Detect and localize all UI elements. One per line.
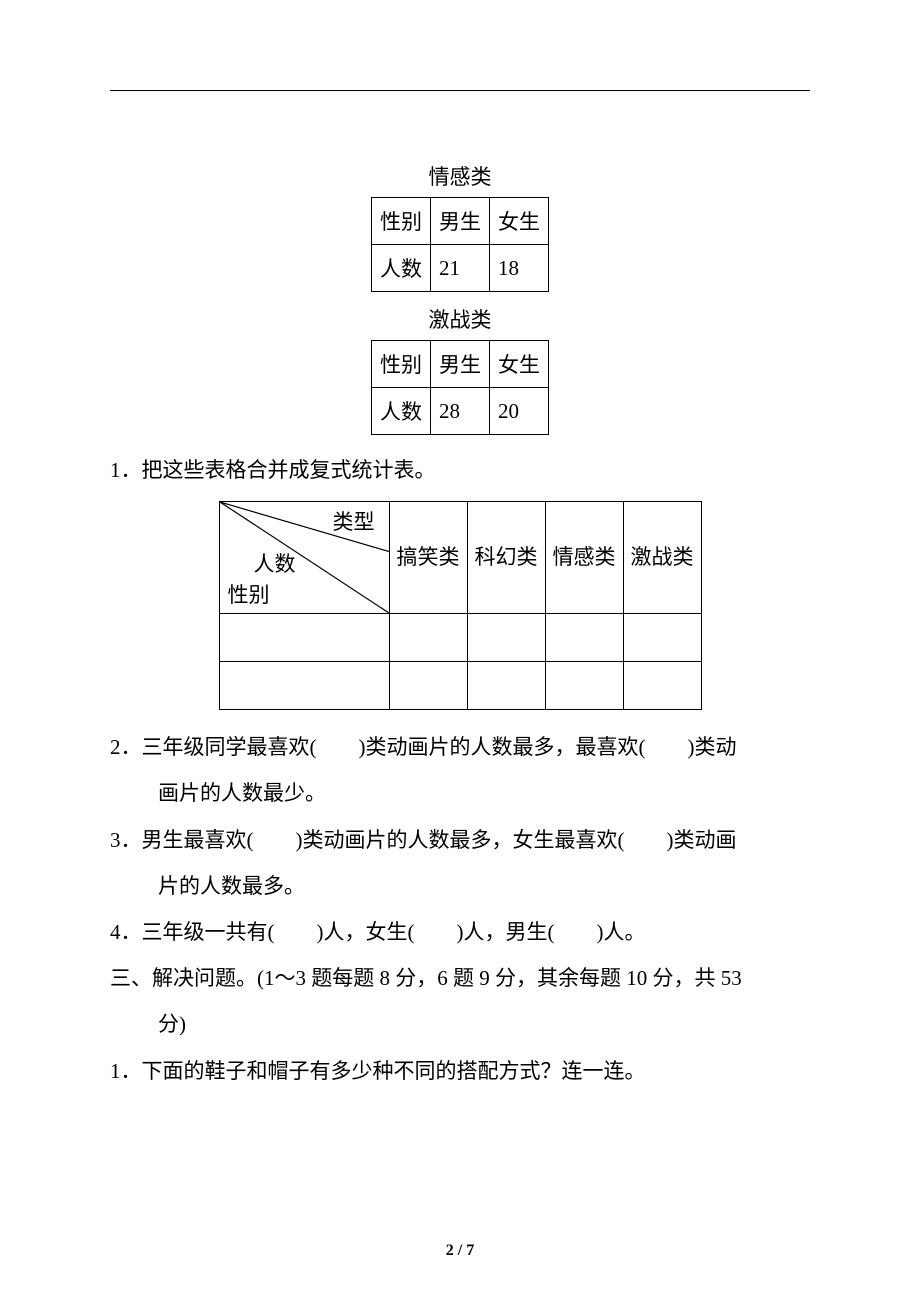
cell	[467, 614, 545, 662]
table-row: 人数 21 18	[372, 245, 549, 292]
question-3: 3． 男生最喜欢( )类动画片的人数最多，女生最喜欢( )类动画	[110, 817, 810, 863]
section-3-cont: 分)	[110, 1001, 810, 1047]
label: 情感类	[553, 545, 616, 569]
compound-table-wrap: 类型 人数 性别 搞笑类 科幻类 情感类 激战类	[219, 501, 702, 710]
column-header: 搞笑类	[389, 502, 467, 614]
table-row	[219, 662, 701, 710]
question-text: 三年级一共有( )人，女生( )人，男生( )人。	[142, 909, 811, 955]
cell	[623, 614, 701, 662]
cell: 女生	[490, 341, 549, 388]
table-emotion: 情感类 性别 男生 女生 人数 21 18	[371, 161, 549, 292]
question-2-cont: 画片的人数最少。	[110, 770, 810, 816]
cell: 男生	[431, 341, 490, 388]
section-3-heading: 三、 解决问题。(1～3 题每题 8 分，6 题 9 分，其余每题 10 分，共…	[110, 955, 810, 1001]
column-header: 情感类	[545, 502, 623, 614]
diagonal-header-cell: 类型 人数 性别	[219, 502, 389, 614]
cell	[545, 662, 623, 710]
label: 搞笑类	[397, 545, 460, 569]
cell: 28	[431, 388, 490, 435]
cell: 人数	[372, 245, 431, 292]
cell	[623, 662, 701, 710]
section-number: 三、	[110, 955, 152, 1001]
column-header: 激战类	[623, 502, 701, 614]
question-number: 4．	[110, 909, 142, 955]
label: 科幻类	[475, 545, 538, 569]
question-number: 2．	[110, 724, 142, 770]
compound-table: 类型 人数 性别 搞笑类 科幻类 情感类 激战类	[219, 501, 702, 710]
cell: 性别	[372, 341, 431, 388]
cell	[389, 662, 467, 710]
question-text: 下面的鞋子和帽子有多少种不同的搭配方式？连一连。	[142, 1048, 811, 1094]
cell: 男生	[431, 198, 490, 245]
table-title: 情感类	[371, 161, 549, 191]
table-title: 激战类	[371, 304, 549, 334]
cell	[219, 614, 389, 662]
cell: 21	[431, 245, 490, 292]
question-number: 3．	[110, 817, 142, 863]
label: 激战类	[631, 545, 694, 569]
cell: 性别	[372, 198, 431, 245]
cell: 20	[490, 388, 549, 435]
question-text: 把这些表格合并成复式统计表。	[142, 447, 811, 493]
diag-label-bottom: 性别	[228, 579, 270, 609]
question-4: 4． 三年级一共有( )人，女生( )人，男生( )人。	[110, 909, 810, 955]
cell: 18	[490, 245, 549, 292]
section-text: 解决问题。(1～3 题每题 8 分，6 题 9 分，其余每题 10 分，共 53	[152, 955, 810, 1001]
diag-label-top: 类型	[333, 506, 375, 536]
question-text: 男生最喜欢( )类动画片的人数最多，女生最喜欢( )类动画	[142, 817, 811, 863]
cell	[467, 662, 545, 710]
question-2: 2． 三年级同学最喜欢( )类动画片的人数最多，最喜欢( )类动	[110, 724, 810, 770]
question-3-cont: 片的人数最多。	[110, 863, 810, 909]
column-header: 科幻类	[467, 502, 545, 614]
cell	[219, 662, 389, 710]
page-number: 2 / 7	[0, 1242, 920, 1260]
question-number: 1．	[110, 447, 142, 493]
table-row: 性别 男生 女生	[372, 341, 549, 388]
cell: 人数	[372, 388, 431, 435]
table: 性别 男生 女生 人数 28 20	[371, 340, 549, 435]
table-row: 类型 人数 性别 搞笑类 科幻类 情感类 激战类	[219, 502, 701, 614]
diag-label-mid: 人数	[254, 548, 296, 578]
table-battle: 激战类 性别 男生 女生 人数 28 20	[371, 304, 549, 435]
cell	[545, 614, 623, 662]
horizontal-rule	[110, 90, 810, 91]
question-text: 三年级同学最喜欢( )类动画片的人数最多，最喜欢( )类动	[142, 724, 811, 770]
table-row	[219, 614, 701, 662]
table-row: 性别 男生 女生	[372, 198, 549, 245]
page-container: 情感类 性别 男生 女生 人数 21 18 激战类 性别 男生 女生 人数	[0, 0, 920, 1302]
cell	[389, 614, 467, 662]
question-number: 1．	[110, 1048, 142, 1094]
table: 性别 男生 女生 人数 21 18	[371, 197, 549, 292]
question-1: 1． 把这些表格合并成复式统计表。	[110, 447, 810, 493]
table-row: 人数 28 20	[372, 388, 549, 435]
cell: 女生	[490, 198, 549, 245]
section3-question-1: 1． 下面的鞋子和帽子有多少种不同的搭配方式？连一连。	[110, 1048, 810, 1094]
